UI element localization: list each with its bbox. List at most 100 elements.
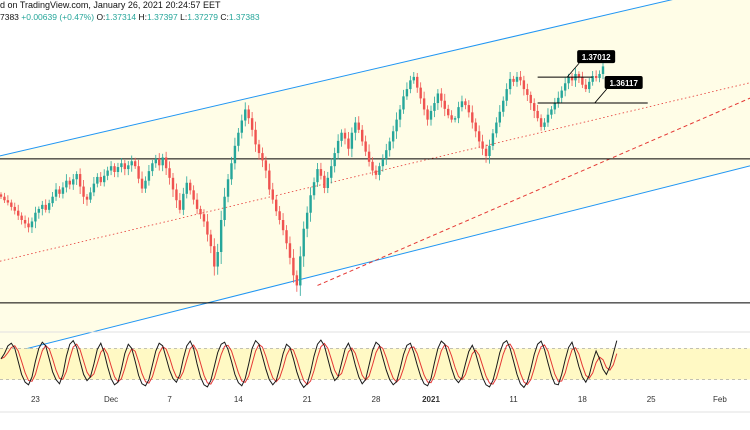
x-tick-label: Dec (104, 395, 118, 404)
candle-body (533, 103, 536, 111)
candle (189, 179, 192, 195)
annotations: 1.37012 1.36117 (537, 50, 648, 104)
x-tick-label: 23 (31, 395, 40, 404)
candle-body (412, 76, 415, 81)
candle-body (6, 200, 10, 203)
candle (257, 139, 261, 160)
candle (0, 192, 3, 199)
candle (326, 171, 329, 194)
candle (533, 98, 536, 119)
candle (288, 236, 292, 265)
candle (601, 60, 605, 80)
candle-body (34, 212, 37, 222)
candle (546, 108, 550, 127)
candle (395, 112, 398, 139)
candle (519, 70, 522, 86)
candle (240, 114, 243, 139)
candle (381, 154, 385, 172)
candle-body (357, 122, 360, 130)
candle-body (336, 140, 340, 154)
candle (412, 71, 415, 84)
x-tick-label: Feb (713, 395, 727, 404)
candle-body (3, 196, 6, 201)
candle-body (450, 115, 453, 120)
candle-body (182, 193, 185, 210)
candle-body (30, 221, 34, 228)
candle (34, 206, 37, 229)
candle (120, 157, 123, 173)
candle (130, 155, 133, 172)
candle-body (113, 166, 116, 172)
candle-body (72, 179, 75, 185)
channel-upper-line (0, 0, 673, 157)
candle-body (471, 112, 474, 123)
candle (202, 209, 206, 227)
candle-body (395, 119, 398, 132)
candle (17, 204, 20, 220)
stochastic-panel (0, 331, 750, 389)
candle (23, 215, 27, 229)
header-source: d on TradingView.com, January 26, 2021 2… (0, 0, 221, 10)
candle-body (354, 122, 357, 133)
candle (581, 71, 584, 89)
candle-body (591, 76, 594, 82)
candle-body (250, 118, 254, 130)
annotation-box-1 (577, 50, 616, 64)
candle-body (374, 170, 378, 175)
candle (505, 83, 508, 107)
candle-body (429, 110, 433, 120)
candlesticks (0, 60, 605, 296)
low-label: L: (180, 12, 188, 22)
candle-body (271, 189, 274, 200)
candle (350, 127, 354, 158)
candle (316, 162, 319, 187)
candle-body (385, 150, 388, 159)
candle (103, 169, 106, 187)
candle-body (323, 175, 326, 188)
candle-body (570, 76, 574, 81)
candle-body (103, 175, 106, 183)
candle-body (171, 177, 175, 190)
candle (116, 162, 120, 178)
candle (292, 249, 295, 283)
candle-body (237, 132, 240, 146)
candle-body (330, 166, 333, 178)
candle-body (546, 114, 550, 123)
candle (75, 171, 78, 185)
candle (281, 213, 285, 236)
candle-body (557, 97, 560, 104)
candle-body (20, 215, 23, 220)
annotation-label-1: 1.37012 (582, 53, 611, 62)
candle-body (10, 202, 13, 207)
candle-body (288, 243, 292, 258)
candle-body (185, 182, 188, 194)
candle-body (477, 131, 481, 142)
open-label: O: (96, 12, 106, 22)
candle (498, 105, 501, 128)
candle-body (0, 194, 3, 197)
candle-body (226, 179, 230, 197)
candle (237, 128, 240, 152)
candle-body (189, 182, 192, 191)
x-tick-label: 18 (578, 395, 587, 404)
candle (594, 70, 598, 82)
candle (151, 159, 154, 177)
candle (92, 177, 96, 197)
candle (247, 105, 250, 124)
candle (550, 105, 553, 119)
candle-body (309, 195, 312, 213)
candle-body (581, 76, 584, 85)
candle (209, 229, 213, 254)
channel-lower-line (0, 165, 750, 356)
candle-body (312, 182, 316, 196)
candle (364, 135, 367, 157)
candle-body (343, 132, 347, 139)
annotation-box-2 (604, 76, 643, 90)
candle (250, 112, 254, 137)
candle-body (106, 170, 109, 176)
header-change: +0.00639 (+0.47%) (21, 12, 95, 22)
candle-body (178, 200, 182, 210)
candle (44, 199, 47, 213)
candle (422, 91, 426, 116)
